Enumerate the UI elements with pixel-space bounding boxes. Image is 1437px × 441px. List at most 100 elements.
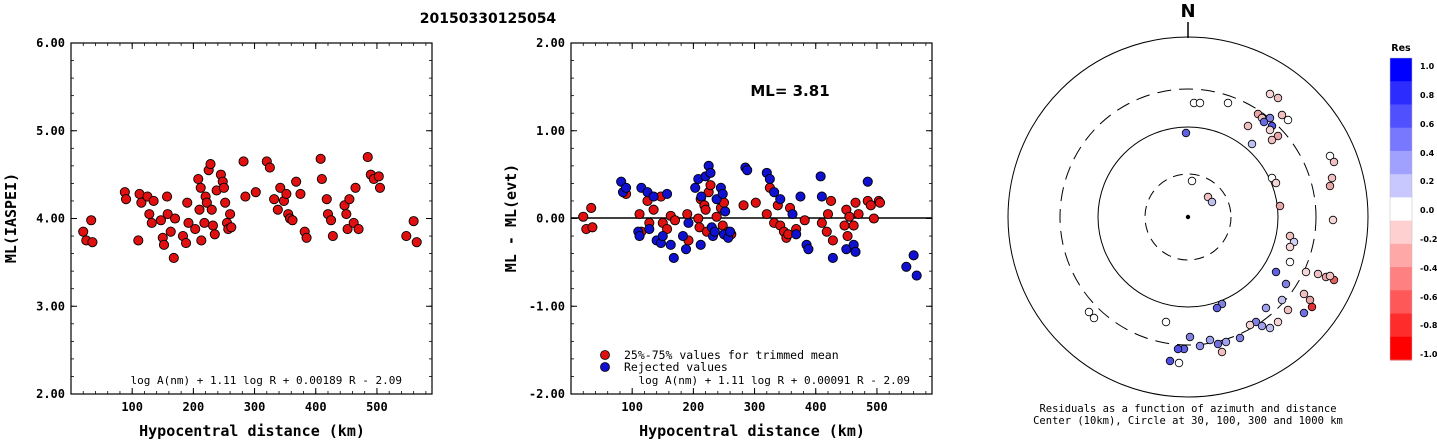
y-tick-label: -2.00 bbox=[529, 387, 565, 401]
colorbar-title: Res bbox=[1391, 43, 1411, 54]
data-point bbox=[295, 188, 306, 199]
colorbar-cell bbox=[1390, 313, 1412, 338]
data-point bbox=[275, 182, 286, 193]
y-tick-label: 2.00 bbox=[36, 387, 65, 401]
data-point bbox=[193, 173, 204, 185]
data-point bbox=[182, 197, 193, 208]
plot-frame bbox=[70, 42, 433, 395]
colorbar-label: -1.0 bbox=[1420, 350, 1437, 359]
data-point bbox=[668, 252, 679, 264]
station-marker bbox=[1187, 176, 1197, 186]
data-point bbox=[344, 194, 355, 205]
data-point bbox=[696, 191, 707, 202]
data-point bbox=[657, 230, 668, 242]
data-point bbox=[411, 237, 422, 248]
station-marker bbox=[1329, 157, 1339, 167]
data-point bbox=[281, 188, 292, 199]
data-point bbox=[683, 217, 694, 228]
data-point bbox=[342, 223, 353, 235]
data-point bbox=[717, 188, 728, 199]
data-point bbox=[648, 191, 659, 202]
data-point bbox=[761, 209, 772, 220]
station-marker bbox=[1271, 178, 1281, 188]
station-marker bbox=[1285, 242, 1295, 252]
x-tick-label: 400 bbox=[805, 400, 827, 414]
station-marker bbox=[1221, 337, 1231, 347]
data-point bbox=[669, 215, 681, 226]
data-point bbox=[816, 217, 827, 228]
colorbar-label: -0.8 bbox=[1420, 321, 1437, 330]
data-point bbox=[168, 252, 179, 264]
colorbar-cell bbox=[1390, 220, 1412, 245]
data-point bbox=[682, 209, 693, 220]
data-point bbox=[825, 195, 837, 206]
station-marker bbox=[1173, 344, 1183, 354]
data-point bbox=[874, 197, 886, 208]
data-point bbox=[775, 194, 786, 205]
y-axis-label: ML(IASPEI) bbox=[2, 173, 20, 263]
data-point bbox=[315, 153, 326, 164]
data-point bbox=[133, 235, 144, 246]
station-marker bbox=[1277, 295, 1287, 305]
ml-value-annotation: ML= 3.81 bbox=[750, 82, 829, 100]
data-point bbox=[677, 230, 689, 242]
y-axis-label: ML - ML(evt) bbox=[502, 164, 520, 272]
data-point bbox=[220, 197, 231, 208]
data-point bbox=[690, 182, 701, 193]
data-point bbox=[680, 244, 692, 255]
data-point bbox=[362, 152, 373, 163]
data-point bbox=[700, 204, 711, 215]
x-tick-label: 500 bbox=[366, 400, 388, 414]
residual-colorbar: Res 1.0 0.8 0.6 0.4 0.2 0.0 -0.2 -0.4 -0.6 -0.8 -1… bbox=[1389, 43, 1437, 361]
colorbar-label: 0.0 bbox=[1420, 206, 1435, 215]
data-point bbox=[868, 213, 879, 224]
colorbar-label: 0.6 bbox=[1420, 120, 1435, 129]
data-point bbox=[205, 159, 216, 170]
azimuth-residual-plot: N Residuals as a function of azimuth and… bbox=[1007, 1, 1369, 427]
y-tick-label: 1.00 bbox=[536, 124, 565, 138]
station-marker bbox=[1267, 135, 1277, 145]
x-tick-label: 100 bbox=[621, 400, 643, 414]
colorbar-label: -0.6 bbox=[1420, 293, 1437, 302]
colorbar-cell bbox=[1390, 127, 1412, 152]
station-marker bbox=[1261, 303, 1271, 313]
data-point bbox=[822, 209, 834, 220]
colorbar-cell bbox=[1390, 150, 1412, 175]
data-point bbox=[665, 239, 676, 250]
colorbar-cell bbox=[1390, 81, 1412, 105]
station-marker bbox=[1327, 173, 1337, 183]
station-marker bbox=[1301, 267, 1311, 277]
x-tick-label: 400 bbox=[305, 400, 327, 414]
data-point bbox=[816, 191, 827, 202]
station-marker bbox=[1257, 321, 1267, 331]
station-marker bbox=[1174, 358, 1184, 368]
x-tick-label: 200 bbox=[183, 400, 205, 414]
station-marker bbox=[1285, 231, 1295, 241]
circle-100km bbox=[1097, 126, 1279, 308]
data-point bbox=[648, 204, 659, 215]
station-marker bbox=[1223, 98, 1233, 108]
data-point bbox=[272, 204, 283, 215]
data-point bbox=[769, 187, 780, 198]
y-tick-label: 0.00 bbox=[536, 212, 565, 226]
data-point bbox=[218, 182, 230, 193]
data-point bbox=[850, 197, 861, 208]
colorbar-cell bbox=[1390, 243, 1412, 268]
x-tick-label: 200 bbox=[683, 400, 705, 414]
y-tick-label: 2.00 bbox=[536, 36, 565, 50]
station-marker bbox=[1299, 308, 1309, 318]
colorbar-cell bbox=[1390, 197, 1412, 222]
data-point bbox=[350, 182, 361, 193]
data-point bbox=[287, 215, 298, 226]
station-marker bbox=[1283, 305, 1293, 315]
station-marker bbox=[1161, 317, 1171, 327]
legend-marker-rejected bbox=[600, 362, 610, 372]
data-point bbox=[169, 213, 181, 224]
data-point bbox=[827, 252, 838, 264]
data-point bbox=[190, 223, 201, 235]
station-marker bbox=[1305, 295, 1315, 305]
data-point bbox=[750, 197, 761, 208]
data-point bbox=[148, 195, 159, 206]
data-point bbox=[862, 176, 873, 187]
